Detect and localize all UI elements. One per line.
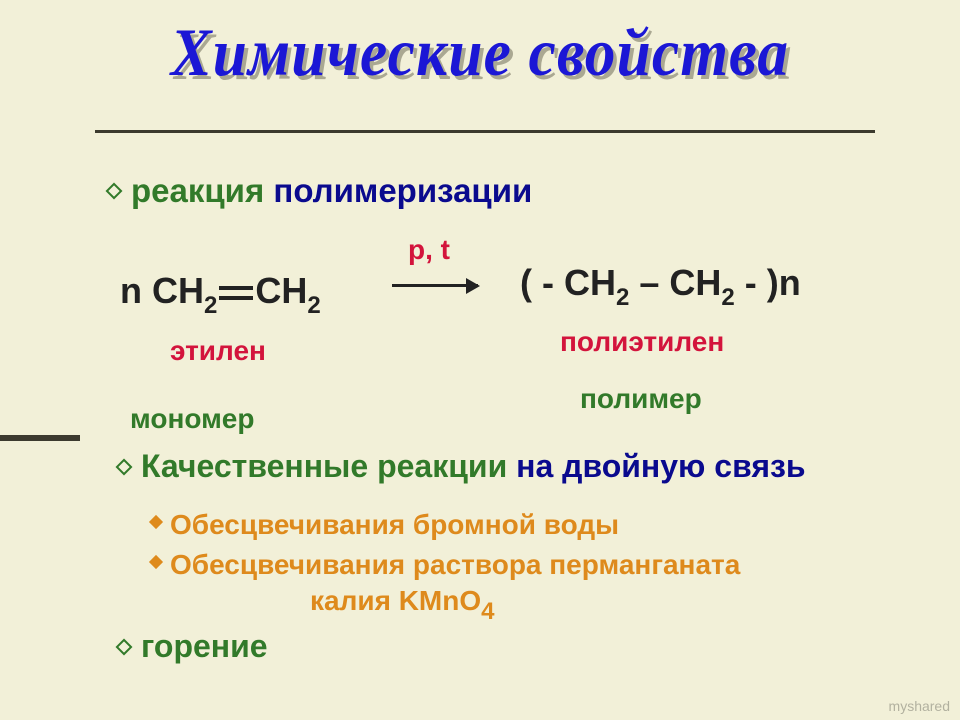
reaction-reactant: n CH2CH2: [120, 270, 321, 318]
double-bond-icon: [219, 286, 253, 300]
page-title: Химические свойства: [171, 15, 790, 92]
diamond-icon: [105, 182, 123, 200]
bullet-label: горение: [141, 628, 268, 665]
bullet-combustion: горение: [115, 628, 268, 665]
diamond-solid-icon: [148, 554, 164, 570]
diamond-icon: [115, 638, 133, 656]
subscript: 4: [481, 598, 494, 625]
label-ethylene: этилен: [170, 335, 266, 367]
bullet-rest: полимеризации: [264, 172, 532, 209]
slide: Химические свойства реакция полимеризаци…: [0, 0, 960, 720]
sub-bullet-permanganate-line2: калия KMnO4: [310, 585, 495, 624]
sub-bullet-permanganate: Обесцвечивания раствора перманганата: [148, 550, 740, 581]
bullet-highlight: Качественные реакции: [141, 448, 507, 484]
sub-bullet-label: Обесцвечивания бромной воды: [170, 510, 619, 541]
label-polymer: полимер: [580, 383, 702, 415]
subscript: 2: [721, 284, 734, 311]
subscript: 2: [307, 292, 320, 319]
reaction-conditions: p, t: [408, 234, 450, 266]
label-monomer: мономер: [130, 403, 254, 435]
paren-open: ( - CH: [520, 262, 616, 303]
diamond-solid-icon: [148, 514, 164, 530]
side-accent: [0, 435, 80, 441]
bullet-polymerization: реакция полимеризации: [105, 172, 532, 210]
atom: CH: [152, 270, 204, 311]
atom: CH: [255, 270, 307, 311]
sub-bullet-bromine: Обесцвечивания бромной воды: [148, 510, 619, 541]
subscript: 2: [616, 284, 629, 311]
bullet-label: реакция полимеризации: [131, 172, 532, 210]
diamond-icon: [115, 458, 133, 476]
title-divider: [95, 130, 875, 133]
sub-bullet-label: Обесцвечивания раствора перманганата: [170, 550, 740, 581]
bullet-highlight: реакция: [131, 172, 264, 209]
watermark: myshared: [889, 698, 950, 714]
text: калия KMnO: [310, 585, 481, 616]
bullet-qualitative: Качественные реакции на двойную связь: [115, 448, 806, 485]
subscript: 2: [204, 292, 217, 319]
paren-close: - )n: [735, 262, 801, 303]
label-polyethylene: полиэтилен: [560, 326, 724, 358]
bullet-label: Качественные реакции на двойную связь: [141, 448, 806, 485]
reaction-product: ( - CH2 – CH2 - )n: [520, 262, 801, 310]
arrow-icon: [392, 284, 478, 287]
coef-n: n: [120, 270, 152, 311]
bullet-rest: на двойную связь: [507, 448, 805, 484]
mid: – CH: [629, 262, 721, 303]
